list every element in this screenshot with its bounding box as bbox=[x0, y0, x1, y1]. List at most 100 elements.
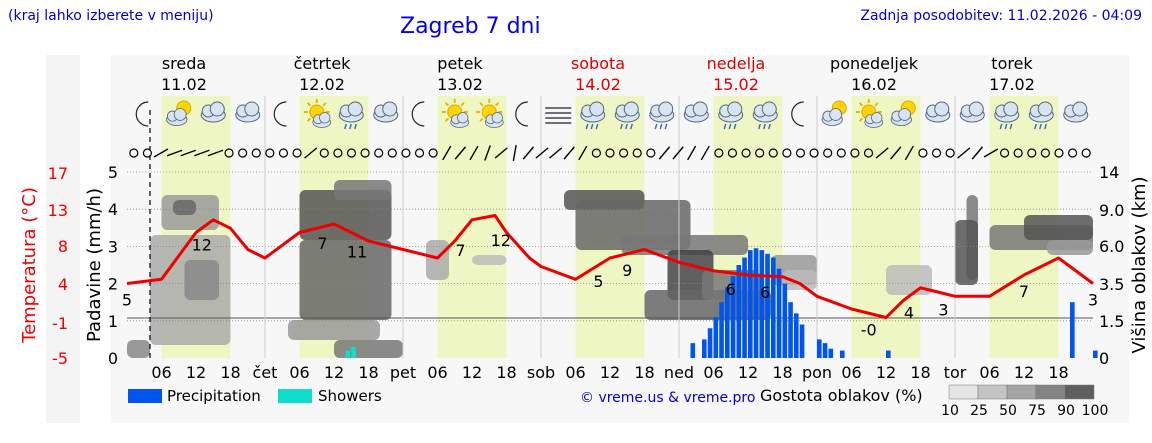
moon-shape bbox=[273, 101, 287, 127]
partly-cloudy-icon bbox=[821, 100, 847, 126]
day-name: nedelja bbox=[707, 54, 766, 73]
temperature-value-label: 5 bbox=[593, 272, 603, 291]
daylight-band bbox=[437, 96, 507, 358]
rain-drop bbox=[654, 123, 658, 130]
temp-tick-label: 17 bbox=[48, 164, 68, 183]
x-tick-label: 06 bbox=[565, 363, 585, 382]
wind-barb-icon bbox=[494, 147, 508, 159]
moon-icon bbox=[135, 101, 149, 127]
calm-wind-icon bbox=[129, 148, 139, 158]
cloud-density-area bbox=[472, 255, 507, 265]
cloud-density-area bbox=[184, 260, 219, 300]
rain-icon bbox=[994, 101, 1020, 130]
cloud-density-area bbox=[426, 240, 449, 280]
temperature-value-label: 12 bbox=[192, 235, 212, 254]
sun-ray bbox=[479, 102, 484, 107]
temperature-value-label: 4 bbox=[904, 303, 914, 322]
cloud-density-area bbox=[334, 180, 392, 200]
cloud-density-level: 50 bbox=[999, 403, 1017, 419]
calm-wind-icon bbox=[591, 148, 601, 158]
precipitation-bar bbox=[1070, 302, 1075, 358]
temp-tick-label: 4 bbox=[58, 275, 68, 294]
moon-shape bbox=[411, 101, 425, 127]
precipitation-bar bbox=[817, 339, 822, 358]
cloud-density-area bbox=[886, 265, 932, 295]
temperature-axis-title: Temperatura (°C) bbox=[19, 187, 40, 344]
left-axis-panel bbox=[46, 55, 80, 423]
sun-icon bbox=[855, 99, 884, 128]
precipitation-bar bbox=[730, 276, 736, 358]
showers-bar bbox=[345, 350, 351, 358]
x-tick-label: 12 bbox=[462, 363, 482, 382]
temperature-value-label: 7 bbox=[455, 241, 465, 260]
day-name: petek bbox=[437, 54, 483, 73]
rain-icon bbox=[338, 101, 364, 130]
rain-icon bbox=[580, 101, 606, 130]
precipitation-bar bbox=[1093, 350, 1098, 358]
temperature-value-label: -0 bbox=[861, 320, 877, 339]
day-date: 14.02 bbox=[575, 75, 621, 94]
rain-drop bbox=[1044, 123, 1047, 130]
page-title: Zagreb 7 dni bbox=[400, 14, 541, 39]
precipitation-axis-title: Padavine (mm/h) bbox=[84, 188, 105, 342]
rain-drop bbox=[354, 123, 357, 130]
partly-cloudy-icon bbox=[166, 100, 192, 126]
region-note[interactable]: (kraj lahko izberete v meniju) bbox=[8, 8, 214, 24]
cloud-density-scale: 10 25 50 75 90 100 bbox=[941, 384, 1108, 419]
wind-barb-icon bbox=[687, 145, 697, 161]
temperature-value-label: 12 bbox=[491, 231, 511, 250]
day-date: 11.02 bbox=[161, 75, 207, 94]
wind-barb-icon bbox=[484, 145, 491, 161]
sun-ray bbox=[460, 102, 465, 107]
x-tick-label: 18 bbox=[496, 363, 516, 382]
moon-shape bbox=[791, 101, 804, 127]
cloud-height-tick-label: 14 bbox=[1099, 163, 1119, 182]
calm-wind-icon bbox=[224, 148, 234, 158]
temp-tick-label: -1 bbox=[52, 314, 68, 333]
sun-ray bbox=[306, 102, 312, 107]
rain-drop bbox=[659, 123, 663, 130]
rain-drop bbox=[625, 123, 628, 130]
wind-barb-icon bbox=[700, 145, 710, 161]
x-tick-label: 18 bbox=[1048, 363, 1068, 382]
rain-drop bbox=[733, 123, 737, 130]
sun-ray bbox=[494, 102, 500, 107]
rain-icon bbox=[649, 101, 675, 130]
temp-tick-label: -5 bbox=[52, 349, 68, 368]
cloud-height-tick-label: 9.0 bbox=[1099, 201, 1124, 220]
moon-icon bbox=[515, 101, 528, 127]
rain-drop bbox=[768, 123, 771, 130]
calm-wind-icon bbox=[646, 148, 656, 158]
cloud-height-axis-title: Višina oblakov (km) bbox=[1129, 176, 1150, 353]
credit-link[interactable]: © vreme.us & vreme.pro bbox=[580, 390, 755, 406]
day-date: 15.02 bbox=[713, 75, 759, 94]
sun-ray bbox=[322, 102, 327, 107]
wind-barb-icon bbox=[207, 149, 224, 157]
wind-barb-icon bbox=[304, 147, 318, 159]
x-tick-label: 06 bbox=[703, 363, 723, 382]
rain-drop bbox=[1039, 123, 1042, 130]
precipitation-bar bbox=[736, 265, 742, 358]
precipitation-legend-label: Precipitation bbox=[167, 387, 261, 405]
wind-barb-icon bbox=[563, 146, 575, 160]
precipitation-bar bbox=[702, 339, 707, 358]
cloud-density-swatch bbox=[1064, 384, 1095, 400]
cloud-height-tick-label: 6.0 bbox=[1099, 237, 1124, 256]
calm-wind-icon bbox=[605, 148, 615, 158]
precipitation-bar bbox=[759, 250, 765, 358]
precipitation-bar bbox=[719, 302, 724, 358]
calm-wind-icon bbox=[1067, 148, 1078, 158]
wind-barb-icon bbox=[957, 147, 971, 159]
rain-drop bbox=[344, 123, 347, 130]
temperature-line bbox=[126, 214, 1094, 319]
wind-barb-icon bbox=[535, 147, 549, 159]
calm-wind-icon bbox=[741, 148, 751, 158]
temperature-value-label: 5 bbox=[122, 291, 132, 310]
sun-ray bbox=[479, 117, 484, 122]
rain-drop bbox=[585, 123, 589, 130]
calm-wind-icon bbox=[251, 148, 261, 158]
moon-icon bbox=[791, 101, 804, 127]
wind-barb-icon bbox=[166, 149, 183, 157]
rain-drop bbox=[664, 123, 668, 130]
day-name: torek bbox=[991, 54, 1033, 73]
